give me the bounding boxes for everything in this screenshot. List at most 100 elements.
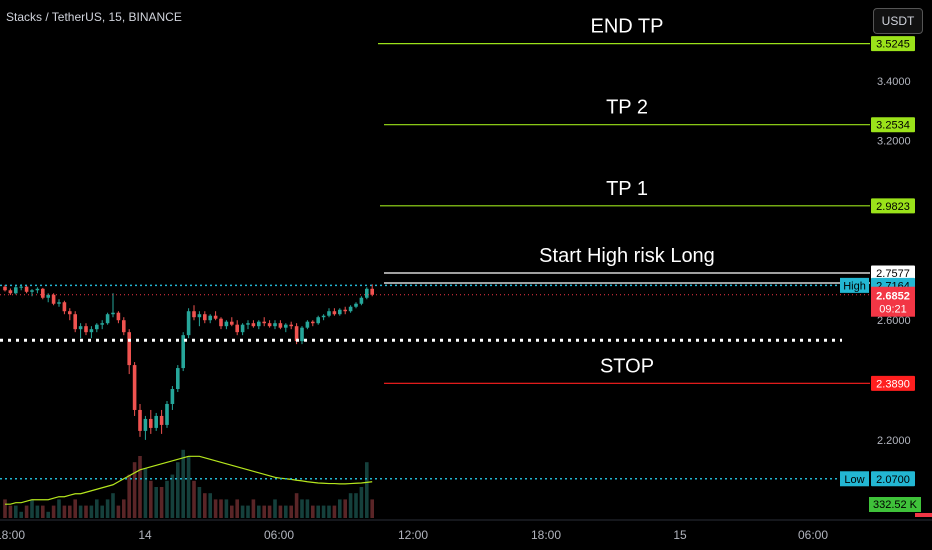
candle-body (273, 323, 277, 327)
volume-bar (176, 462, 180, 518)
volume-bar (192, 480, 196, 518)
candle-body (159, 415, 164, 425)
candle-body (257, 321, 261, 327)
volume-bar (267, 505, 272, 518)
candle-body (30, 290, 34, 292)
candle-body (105, 314, 110, 324)
x-tick-label: 18:00 (531, 528, 561, 542)
volume-bar (213, 499, 218, 518)
volume-bar (235, 499, 239, 518)
volume-marker (915, 513, 932, 517)
y-tick-label: 3.4000 (877, 76, 911, 88)
volume-bar (78, 505, 83, 518)
candle-body (14, 287, 18, 294)
volume-bar (289, 505, 293, 518)
target-price-tag-bg (871, 36, 915, 52)
low-price-tag: 2.0700 (876, 474, 910, 486)
volume-bar (154, 487, 158, 518)
candle-body (176, 368, 180, 390)
low-price-tag-bg (871, 471, 915, 487)
candle-body (100, 323, 104, 325)
candle-body (213, 315, 218, 319)
candle-body (132, 365, 137, 410)
candle-body (300, 327, 304, 342)
candle-body (365, 288, 369, 298)
candle-body (246, 323, 250, 325)
candle-body (73, 314, 77, 330)
volume-bar (284, 505, 288, 518)
volume-bar (197, 487, 202, 518)
volume-bar (224, 499, 229, 518)
candle-body (19, 286, 23, 288)
volume-bar (138, 456, 142, 518)
volume-bar (8, 505, 13, 518)
volume-ma-line (5, 455, 373, 505)
candle-body (165, 403, 169, 425)
candle-body (311, 321, 315, 324)
candle-body (68, 311, 72, 315)
candle-body (24, 286, 29, 292)
low-tag-bg (840, 471, 869, 487)
candle-body (78, 326, 83, 330)
last-price-tag-bg (871, 286, 915, 317)
candle-body (197, 314, 202, 318)
volume-bar (30, 499, 34, 518)
currency-button[interactable]: USDT (873, 8, 923, 34)
high-tag-bg (840, 277, 869, 293)
x-tick-label: 18:00 (0, 528, 25, 542)
volume-bar (62, 505, 67, 518)
level-label: STOP (600, 355, 654, 377)
candle-body (224, 321, 229, 327)
volume-bar (122, 499, 126, 518)
volume-bar (208, 493, 212, 518)
candle-body (57, 302, 61, 304)
volume-tag: 332.52 K (873, 499, 918, 511)
candle-body (289, 324, 293, 327)
candle-body (122, 320, 126, 333)
volume-bar (311, 505, 315, 518)
candle-body (321, 315, 326, 318)
volume-bar (170, 474, 175, 518)
candle-body (170, 389, 175, 404)
volume-bar (240, 505, 245, 518)
x-tick-label: 06:00 (798, 528, 828, 542)
volume-bar (46, 511, 50, 518)
candle-body (138, 409, 142, 431)
volume-bar (300, 499, 304, 518)
volume-bar (354, 493, 358, 518)
candle-body (46, 294, 50, 298)
volume-bar (116, 505, 121, 518)
target-price-tag: 3.2534 (876, 120, 910, 132)
candle-body (116, 312, 121, 321)
candle-body (294, 326, 299, 342)
volume-bar (165, 480, 169, 518)
entry-price-tag-bg (871, 265, 915, 281)
volume-bar (111, 493, 115, 518)
candle-body (359, 297, 364, 304)
candle-body (95, 324, 99, 330)
candle-body (262, 321, 266, 324)
volume-bar (89, 505, 94, 518)
volume-bar (57, 499, 61, 518)
level-label: Start High risk Long (539, 245, 715, 267)
volume-bar (370, 499, 374, 518)
candle-body (111, 312, 115, 315)
volume-bar (132, 462, 137, 518)
candle-body (143, 418, 148, 431)
x-tick-label: 12:00 (398, 528, 428, 542)
candle-body (186, 311, 191, 336)
entry-price-tag: 2.7577 (876, 268, 910, 280)
candle-body (278, 323, 283, 328)
volume-bar (262, 505, 266, 518)
candle-body (127, 332, 131, 366)
level-label: TP 2 (606, 97, 648, 119)
volume-bar (294, 493, 299, 518)
volume-bar (273, 499, 277, 518)
candle-body (149, 418, 153, 428)
volume-bar (51, 505, 56, 518)
y-tick-label: 2.2000 (877, 435, 911, 447)
volume-bar (95, 499, 99, 518)
x-tick-label: 14 (138, 528, 152, 542)
candle-body (89, 329, 94, 333)
